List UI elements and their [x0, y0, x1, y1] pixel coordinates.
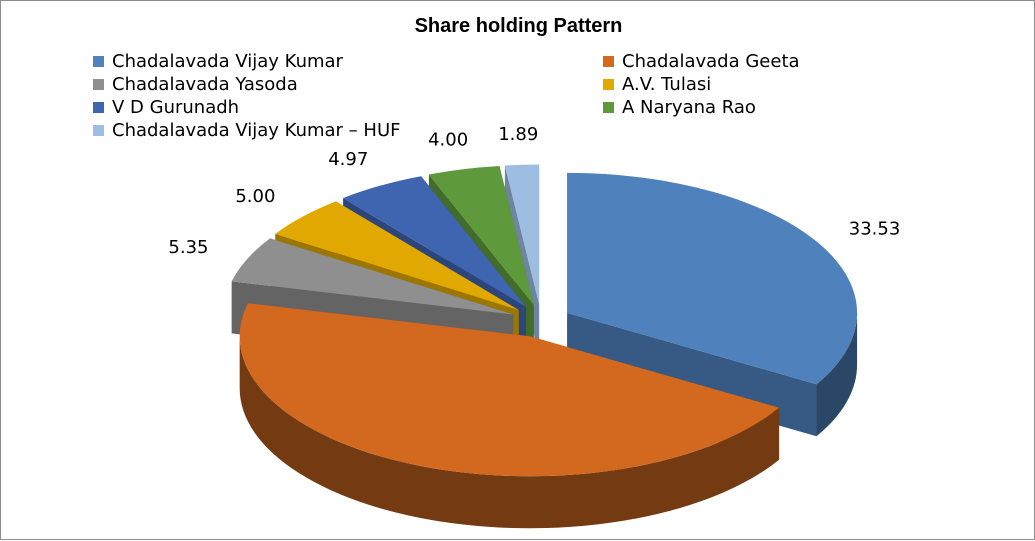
- slice-top: [343, 176, 526, 307]
- chart-title: Share holding Pattern: [414, 15, 623, 37]
- slice-top: [275, 201, 519, 310]
- legend-item-v-d-gurunadh: V D Gurunadh: [93, 97, 239, 118]
- legend-item-chadalavada-vijay-kumar: Chadalavada Vijay Kumar: [93, 51, 343, 72]
- slice-top: [428, 165, 534, 305]
- legend-item-chadalavada-yasoda: Chadalavada Yasoda: [93, 74, 298, 95]
- slice-top: [504, 164, 540, 305]
- data-label-chadalavada-vijay-kumar: 33.53: [849, 218, 901, 239]
- legend-label: Chadalavada Vijay Kumar: [112, 51, 343, 72]
- legend-label: Chadalavada Vijay Kumar – HUF: [112, 120, 401, 141]
- legend-item-chadalavada-vijay-kumar-huf: Chadalavada Vijay Kumar – HUF: [93, 120, 400, 141]
- pie-slice-chadalavada-geeta: [239, 303, 780, 529]
- legend-swatch: [603, 56, 614, 67]
- legend-swatch: [603, 79, 614, 90]
- legend-label: A Naryana Rao: [622, 97, 756, 118]
- data-label-chadalavada-yasoda: 5.35: [168, 237, 208, 258]
- slice-top: [567, 172, 858, 385]
- slice-side: [239, 336, 780, 529]
- legend-swatch: [603, 102, 614, 113]
- legend-label: Chadalavada Yasoda: [112, 74, 298, 95]
- legend-item-a-v-tulasi: A.V. Tulasi: [603, 74, 711, 95]
- legend-item-chadalavada-geeta: Chadalavada Geeta: [603, 51, 800, 72]
- data-label-a-v-tulasi: 5.00: [235, 186, 275, 207]
- slice-side: [816, 312, 858, 437]
- legend-swatch: [93, 56, 104, 67]
- legend-swatch: [93, 102, 104, 113]
- data-label-chadalavada-vijay-kumar-huf: 1.89: [498, 124, 538, 145]
- legend-item-a-naryana-rao: A Naryana Rao: [603, 97, 756, 118]
- legend-swatch: [93, 125, 104, 136]
- legend-label: V D Gurunadh: [112, 97, 240, 118]
- legend-label: Chadalavada Geeta: [622, 51, 800, 72]
- slice-top: [239, 303, 780, 477]
- data-label-v-d-gurunadh: 4.97: [328, 149, 368, 170]
- data-label-a-naryana-rao: 4.00: [428, 129, 468, 150]
- legend-label: A.V. Tulasi: [622, 74, 712, 95]
- slice-top: [231, 238, 514, 315]
- legend-swatch: [93, 79, 104, 90]
